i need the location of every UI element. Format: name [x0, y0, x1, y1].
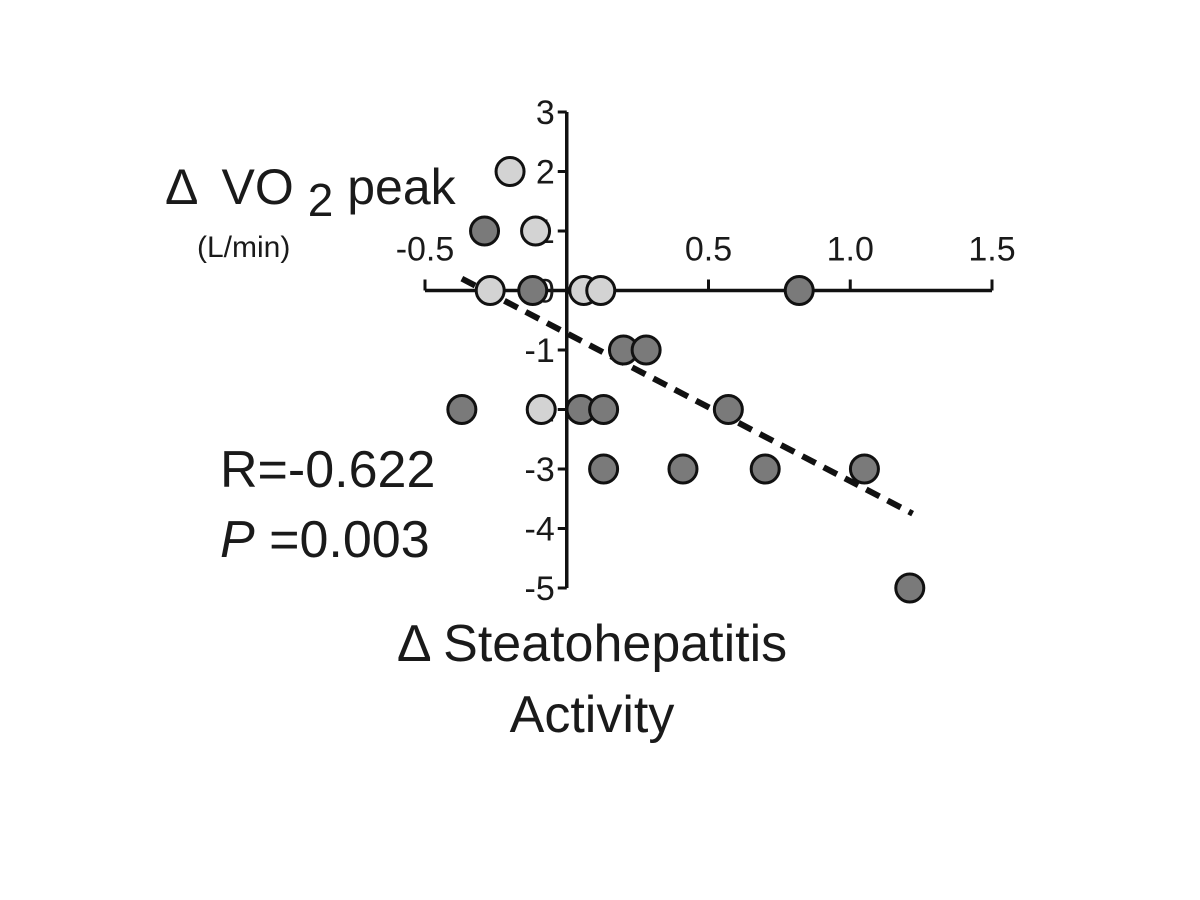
y-tick-label: 3	[536, 94, 555, 132]
data-point-series-1	[783, 275, 815, 306]
p-value-letter: P	[220, 511, 255, 569]
p-value-number: =0.003	[269, 511, 430, 569]
x-tick-label: 0.5	[685, 231, 732, 269]
data-point-series-1	[749, 453, 781, 485]
y-tick-label: -1	[525, 332, 555, 370]
x-tick-label: -0.5	[396, 231, 455, 269]
axes: -5-4-3-2-10123-0.50.51.01.5	[396, 94, 1016, 608]
x-tick-label: 1.0	[827, 231, 874, 269]
trendline-layer	[460, 275, 915, 517]
p-value-annotation: P =0.003	[220, 511, 430, 569]
y-axis-title-base: VO	[222, 159, 294, 215]
y-tick-label: -3	[525, 451, 555, 489]
x-tick-label: 1.5	[968, 231, 1015, 269]
data-point-series-1	[712, 394, 744, 425]
y-axis-title-suffix: peak	[347, 159, 456, 215]
data-point-series-2	[525, 394, 557, 425]
points-layer	[446, 156, 926, 604]
data-point-series-2	[520, 215, 552, 247]
data-point-series-1	[848, 453, 880, 485]
y-tick-label: -5	[525, 570, 555, 608]
data-point-series-1	[469, 215, 501, 247]
y-axis-title: Δ VO 2 peak	[165, 159, 457, 227]
y-axis-unit: (L/min)	[197, 231, 290, 264]
data-point-series-1	[588, 453, 620, 485]
data-point-series-1	[667, 453, 699, 485]
data-point-series-2	[474, 275, 506, 306]
data-point-series-1	[630, 334, 662, 366]
data-point-series-2	[585, 275, 617, 306]
x-axis-title-line2: Activity	[510, 686, 675, 744]
data-point-series-1	[894, 572, 926, 604]
y-tick-label: 2	[536, 154, 555, 192]
y-axis-title-subscript: 2	[308, 174, 334, 226]
data-point-series-1	[517, 275, 549, 306]
trendline	[460, 275, 915, 517]
x-axis-title-line1: Δ Steatohepatitis	[397, 615, 787, 673]
y-axis-title-delta: Δ	[165, 159, 197, 215]
data-point-series-1	[446, 394, 478, 425]
data-point-series-2	[494, 156, 526, 187]
data-point-series-1	[588, 394, 620, 425]
y-tick-label: -4	[525, 511, 555, 549]
r-value-annotation: R=-0.622	[220, 441, 435, 499]
